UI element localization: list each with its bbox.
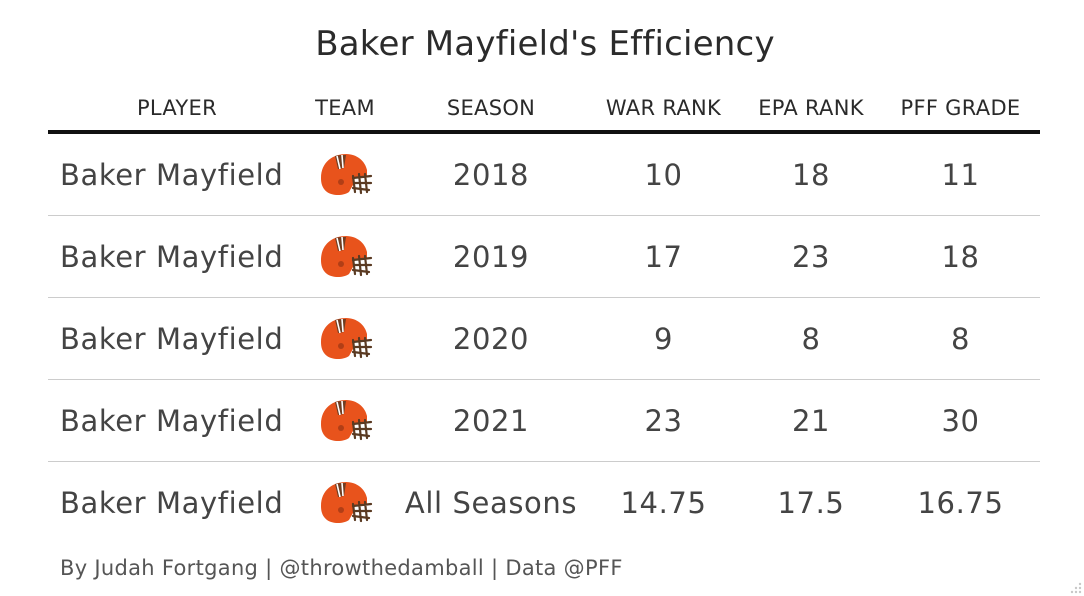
- cell-season: 2018: [452, 157, 530, 192]
- table-header: PLAYER TEAM SEASON WAR RANK EPA RANK PFF…: [48, 86, 1040, 134]
- cell-team: [294, 234, 396, 280]
- footer-credit: By Judah Fortgang | @throwthedamball | D…: [60, 556, 623, 580]
- cell-pff-grade: 16.75: [917, 485, 1004, 520]
- cell-player: Baker Mayfield: [60, 239, 284, 274]
- browns-helmet-icon: [321, 317, 373, 359]
- table-row: Baker Mayfield 2019 17 23 18: [48, 216, 1040, 298]
- cell-season: 2020: [452, 321, 530, 356]
- header-epa-rank: EPA RANK: [758, 96, 864, 120]
- header-player: PLAYER: [136, 96, 218, 120]
- cell-pff-grade: 30: [941, 403, 980, 438]
- cell-player: Baker Mayfield: [60, 321, 284, 356]
- table-body: Baker Mayfield 2018 10 18 11 Baker Mayfi…: [48, 134, 1040, 543]
- cell-epa-rank: 23: [791, 239, 831, 274]
- cell-war-rank: 10: [644, 157, 683, 192]
- stats-table: PLAYER TEAM SEASON WAR RANK EPA RANK PFF…: [48, 86, 1040, 543]
- header-season: SEASON: [446, 96, 536, 120]
- resize-grip-icon: [1070, 582, 1082, 594]
- cell-team: [294, 316, 396, 362]
- cell-pff-grade: 11: [941, 157, 980, 192]
- cell-war-rank: 23: [644, 403, 683, 438]
- header-team: TEAM: [315, 96, 375, 120]
- cell-player: Baker Mayfield: [60, 485, 284, 520]
- cell-war-rank: 14.75: [620, 485, 707, 520]
- cell-epa-rank: 8: [801, 321, 821, 356]
- browns-helmet-icon: [321, 153, 373, 195]
- cell-pff-grade: 18: [941, 239, 980, 274]
- browns-helmet-icon: [321, 399, 373, 441]
- cell-player: Baker Mayfield: [60, 157, 284, 192]
- header-pff-grade: PFF GRADE: [900, 96, 1021, 120]
- cell-epa-rank: 17.5: [777, 485, 845, 520]
- table-row: Baker Mayfield 2021 23 21 30: [48, 380, 1040, 462]
- browns-helmet-icon: [321, 235, 373, 277]
- chart-title: Baker Mayfield's Efficiency: [315, 24, 775, 64]
- cell-epa-rank: 18: [791, 157, 831, 192]
- cell-team: [294, 398, 396, 444]
- table-row: Baker Mayfield 2020 9 8 8: [48, 298, 1040, 380]
- browns-helmet-icon: [321, 481, 373, 523]
- table-row: Baker Mayfield All Seasons 14.75 17.5 16…: [48, 462, 1040, 543]
- cell-player: Baker Mayfield: [60, 403, 284, 438]
- cell-pff-grade: 8: [950, 321, 971, 356]
- cell-season: All Seasons: [404, 485, 578, 520]
- header-war-rank: WAR RANK: [605, 96, 722, 120]
- table-row: Baker Mayfield 2018 10 18 11: [48, 134, 1040, 216]
- cell-team: [294, 480, 396, 526]
- cell-team: [294, 152, 396, 198]
- cell-war-rank: 9: [653, 321, 674, 356]
- cell-season: 2019: [452, 239, 530, 274]
- cell-epa-rank: 21: [791, 403, 831, 438]
- cell-war-rank: 17: [644, 239, 683, 274]
- cell-season: 2021: [452, 403, 530, 438]
